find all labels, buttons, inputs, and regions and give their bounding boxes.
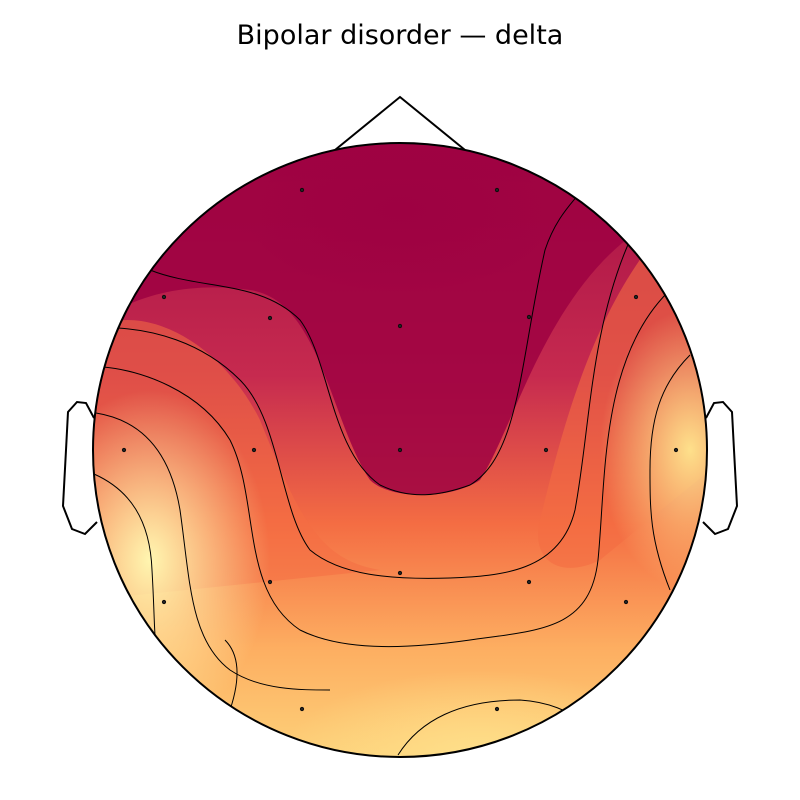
electrode-marker-o2	[494, 706, 500, 712]
right-ear-outline	[702, 400, 739, 536]
electrode-marker-t5	[161, 599, 167, 605]
electrode-marker-f3	[267, 315, 273, 321]
nose-outline	[334, 95, 466, 151]
chart-title: Bipolar disorder — delta	[236, 20, 564, 51]
electrode-marker-p3	[267, 579, 273, 585]
electrode-marker-f8	[633, 294, 639, 300]
electrode-marker-p4	[526, 579, 532, 585]
activity-field	[93, 143, 707, 757]
electrode-marker-c3	[251, 447, 257, 453]
electrode-marker-t4	[673, 447, 679, 453]
electrode-marker-cz	[397, 447, 403, 453]
electrode-marker-fp2	[494, 187, 500, 193]
electrode-marker-c4	[543, 447, 549, 453]
electrode-marker-t6	[623, 599, 629, 605]
electrode-markers	[121, 187, 679, 712]
contour-line	[117, 239, 631, 579]
electrode-marker-t3	[121, 447, 127, 453]
electrode-marker-fz	[397, 323, 403, 329]
electrode-marker-o1	[299, 706, 305, 712]
contour-line	[93, 473, 156, 636]
electrode-marker-pz	[397, 570, 403, 576]
contour-line	[649, 354, 691, 591]
contour-line	[95, 412, 331, 691]
electrode-marker-f7	[161, 294, 167, 300]
contour-line	[224, 639, 238, 711]
head-outline	[92, 142, 708, 758]
contour-line	[102, 291, 669, 648]
electrode-marker-fp1	[299, 187, 305, 193]
electrode-marker-f4	[526, 314, 532, 320]
contour-line	[149, 194, 579, 496]
left-ear-outline	[61, 400, 98, 536]
